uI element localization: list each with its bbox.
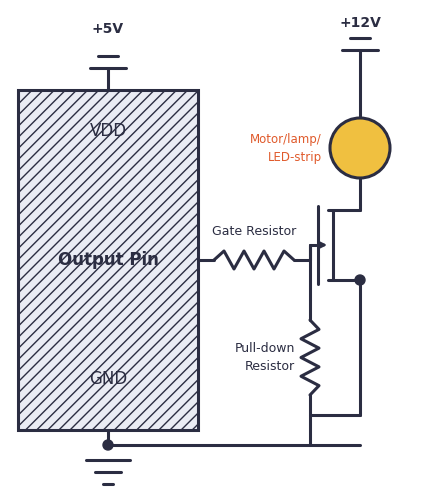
Text: Motor/lamp/
LED-strip: Motor/lamp/ LED-strip [250,132,321,164]
Text: GND: GND [88,370,127,388]
Text: Pull-down
Resistor: Pull-down Resistor [234,342,294,372]
Text: Gate Resistor: Gate Resistor [212,225,296,238]
Circle shape [354,275,364,285]
Text: Output Pin: Output Pin [57,251,158,269]
Text: +5V: +5V [92,22,124,36]
Circle shape [103,440,113,450]
Circle shape [329,118,389,178]
Text: +12V: +12V [338,16,380,30]
Text: VDD: VDD [89,122,126,140]
Bar [18,90,198,430]
